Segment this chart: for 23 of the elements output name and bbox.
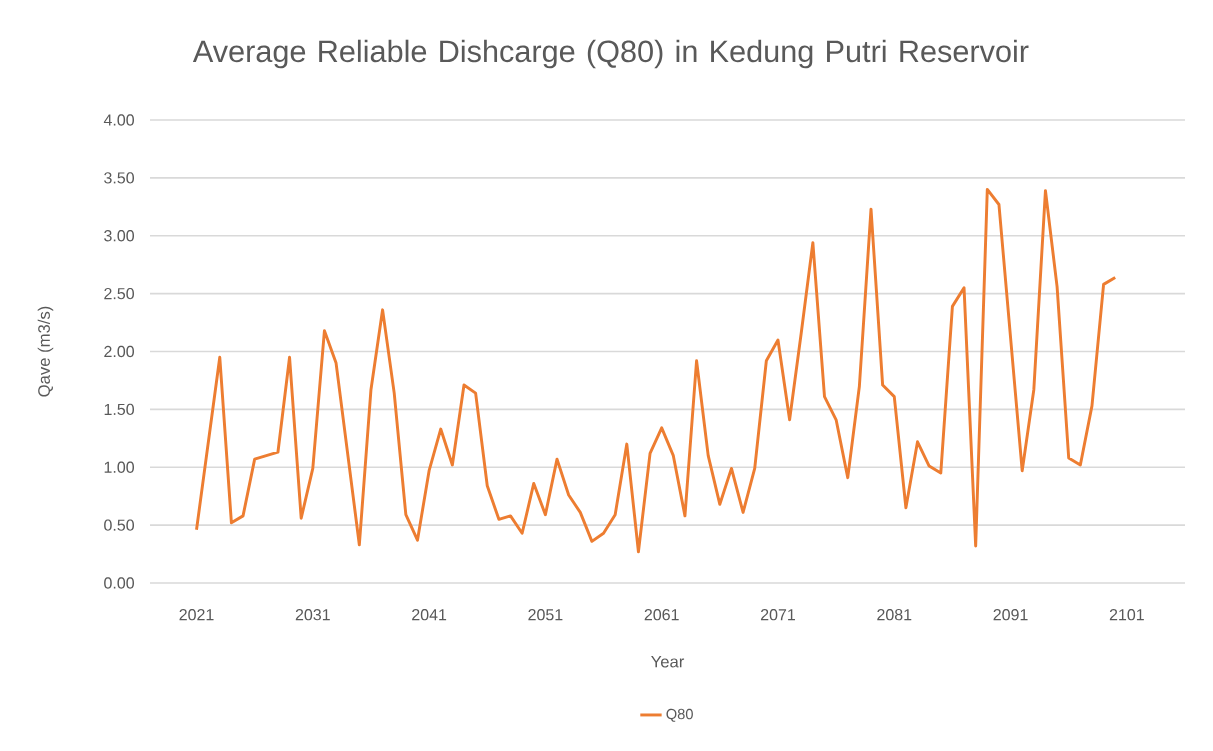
x-tick-label: 2041 <box>412 609 447 621</box>
x-tick-label: 2031 <box>295 609 330 621</box>
x-axis-title: Year <box>651 655 685 668</box>
y-tick-label: 4.00 <box>103 114 135 126</box>
x-tick-label: 2061 <box>644 609 679 621</box>
y-tick-label: 2.00 <box>104 345 135 358</box>
x-tick-label: 2101 <box>1109 609 1144 621</box>
y-tick-label: 1.00 <box>104 461 135 473</box>
line-series <box>195 187 1117 554</box>
x-tick-label: 2081 <box>877 609 912 621</box>
y-tick-label: 2.50 <box>104 287 135 300</box>
legend-label: Q80 <box>666 708 693 722</box>
y-tick-label: 3.50 <box>104 172 135 184</box>
y-tick-label: 0.50 <box>104 519 135 531</box>
chart-title: Average Reliable Dishcarge (Q80) in Kedung Putri Reservoir <box>192 39 1029 69</box>
y-tick-label: 1.50 <box>104 403 135 416</box>
x-tick-label: 2051 <box>528 609 563 621</box>
y-tick-label: 0.00 <box>104 577 135 589</box>
y-axis-title: Qave (m3/s) <box>37 306 54 397</box>
y-tick-label: 3.00 <box>104 230 135 242</box>
x-tick-label: 2071 <box>760 609 795 621</box>
x-tick-label: 2021 <box>179 609 214 621</box>
x-tick-label: 2091 <box>993 609 1028 621</box>
